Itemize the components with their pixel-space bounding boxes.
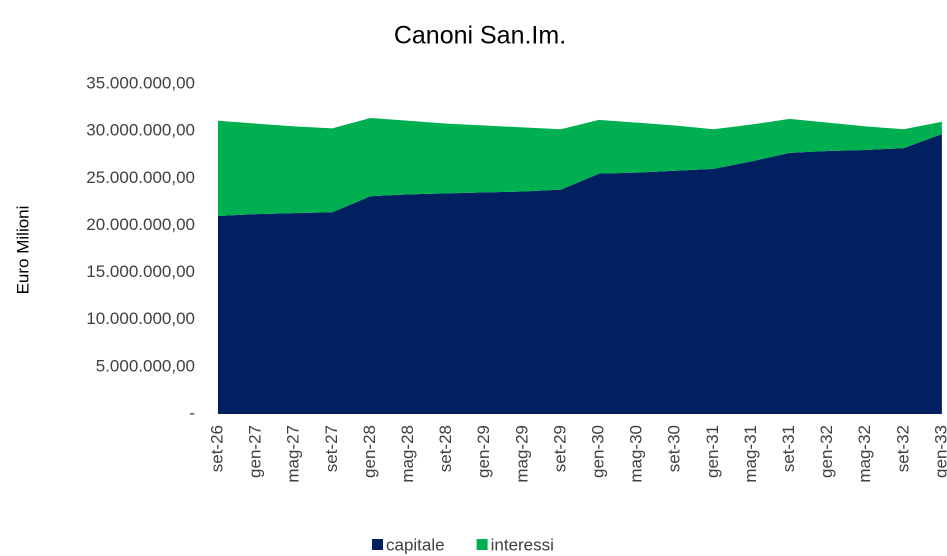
x-tick-label: gen-32 <box>817 425 836 478</box>
legend-swatch <box>372 539 383 550</box>
y-tick-label: 35.000.000,00 <box>86 73 195 92</box>
y-axis-label: Euro Milioni <box>13 206 32 295</box>
x-tick-label: mag-28 <box>398 425 417 483</box>
x-tick-label: mag-32 <box>855 425 874 483</box>
x-tick-label: gen-30 <box>588 425 607 478</box>
y-tick-label: 25.000.000,00 <box>86 168 195 187</box>
y-tick-label: 5.000.000,00 <box>96 356 195 375</box>
x-tick-label: mag-31 <box>741 425 760 483</box>
y-tick-label: 10.000.000,00 <box>86 309 195 328</box>
x-tick-label: set-28 <box>436 425 455 472</box>
legend-swatch <box>476 539 488 550</box>
legend-label: capitale <box>386 535 445 554</box>
x-tick-label: set-26 <box>207 425 226 472</box>
x-tick-label: mag-27 <box>284 425 303 483</box>
y-tick-label: 20.000.000,00 <box>86 215 195 234</box>
area <box>218 117 942 216</box>
x-tick-label: set-29 <box>550 425 569 472</box>
area <box>218 133 942 414</box>
x-tick-label: set-27 <box>322 425 341 472</box>
x-tick-label: gen-28 <box>360 425 379 478</box>
x-tick-label: gen-31 <box>703 425 722 478</box>
y-tick-label: 30.000.000,00 <box>86 121 195 140</box>
chart-title: Canoni San.Im. <box>394 22 566 50</box>
x-tick-label: set-30 <box>665 425 684 472</box>
y-tick-label: 15.000.000,00 <box>86 262 195 281</box>
y-tick-label: - <box>189 403 195 422</box>
x-tick-label: mag-29 <box>512 425 531 483</box>
x-tick-label: gen-29 <box>474 425 493 478</box>
x-tick-label: set-32 <box>893 425 912 472</box>
x-tick-label: gen-33 <box>931 425 947 478</box>
x-tick-label: mag-30 <box>627 425 646 483</box>
legend-label: interessi <box>491 535 554 554</box>
x-tick-label: gen-27 <box>246 425 265 478</box>
x-tick-label: set-31 <box>779 425 798 472</box>
